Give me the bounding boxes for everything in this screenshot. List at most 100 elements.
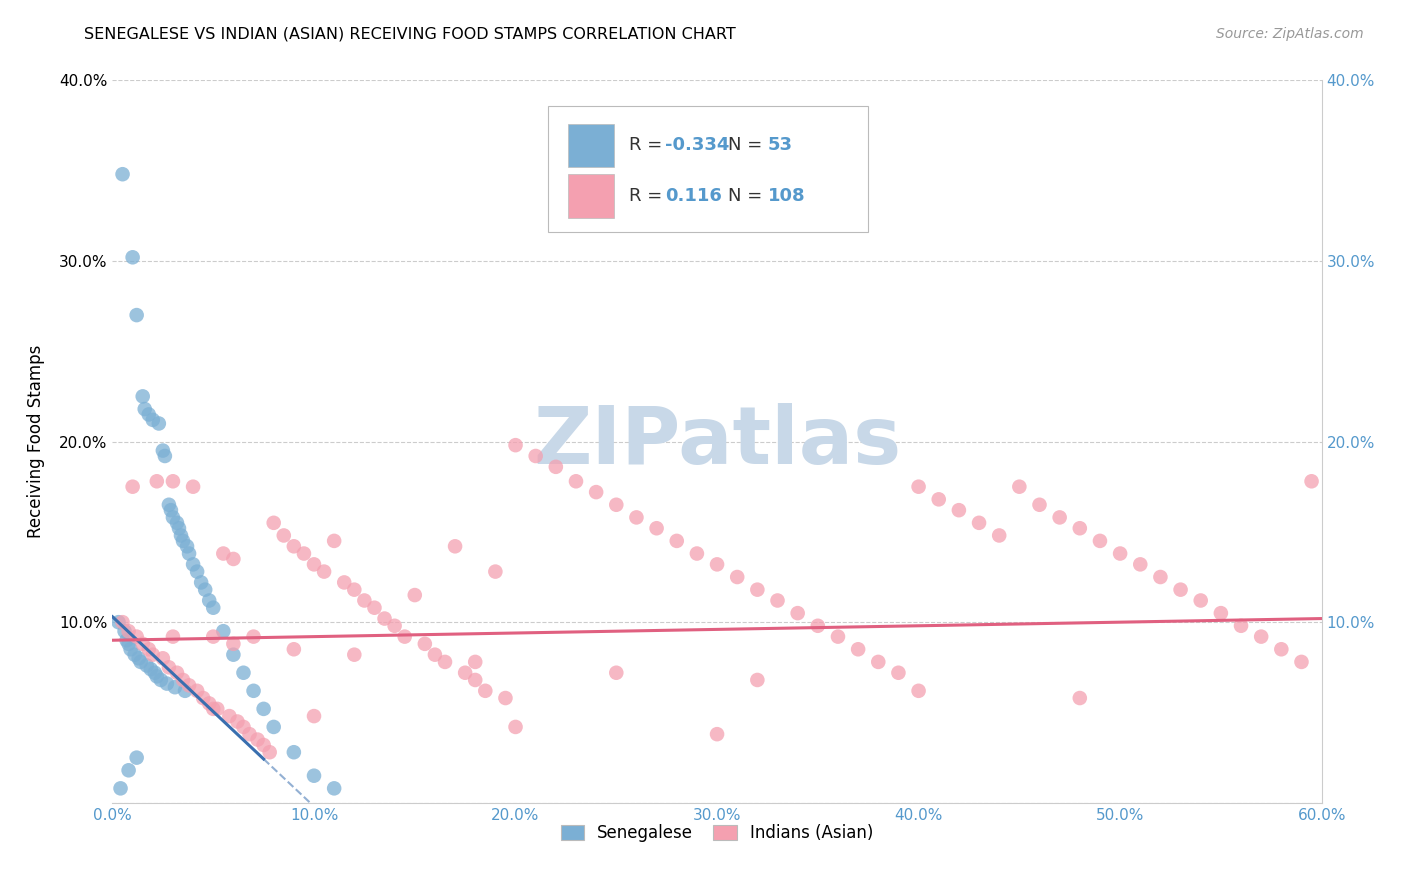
Point	[1008, 480, 1031, 494]
Point	[505, 720, 527, 734]
Point	[988, 528, 1011, 542]
Point	[143, 665, 166, 680]
Text: 53: 53	[768, 136, 793, 154]
Point	[1209, 606, 1232, 620]
Point	[172, 673, 194, 687]
Point	[129, 655, 152, 669]
Point	[766, 593, 789, 607]
Point	[157, 660, 180, 674]
Point	[394, 630, 416, 644]
Point	[125, 630, 148, 644]
Point	[218, 709, 240, 723]
Point	[353, 593, 375, 607]
Point	[524, 449, 547, 463]
Point	[343, 648, 366, 662]
Point	[292, 547, 315, 561]
Point	[565, 475, 588, 489]
Point	[242, 630, 264, 644]
Point	[626, 510, 648, 524]
Point	[226, 714, 249, 729]
Point	[124, 648, 146, 662]
Point	[1069, 691, 1091, 706]
Point	[283, 745, 305, 759]
Point	[343, 582, 366, 597]
Text: Source: ZipAtlas.com: Source: ZipAtlas.com	[1216, 27, 1364, 41]
Point	[212, 547, 235, 561]
Point	[177, 678, 200, 692]
Point	[259, 745, 281, 759]
Point	[374, 611, 396, 625]
Point	[138, 642, 160, 657]
Point	[146, 669, 169, 683]
Point	[160, 503, 183, 517]
Point	[128, 651, 150, 665]
Text: R =: R =	[628, 187, 668, 205]
Point	[1049, 510, 1071, 524]
Point	[167, 521, 190, 535]
Point	[132, 389, 155, 403]
Point	[139, 662, 162, 676]
Point	[433, 655, 456, 669]
Point	[121, 480, 143, 494]
Text: SENEGALESE VS INDIAN (ASIAN) RECEIVING FOOD STAMPS CORRELATION CHART: SENEGALESE VS INDIAN (ASIAN) RECEIVING F…	[84, 27, 737, 42]
Point	[544, 459, 567, 474]
Point	[474, 683, 496, 698]
Point	[232, 665, 254, 680]
Point	[181, 480, 204, 494]
Point	[163, 680, 186, 694]
Point	[111, 167, 134, 181]
Point	[177, 547, 200, 561]
Point	[495, 691, 517, 706]
Point	[191, 691, 214, 706]
Point	[134, 402, 156, 417]
Point	[162, 630, 184, 644]
Point	[1109, 547, 1132, 561]
Point	[1129, 558, 1152, 572]
Point	[413, 637, 436, 651]
Point	[1230, 619, 1253, 633]
Point	[110, 781, 132, 796]
Point	[157, 498, 180, 512]
Point	[142, 413, 165, 427]
Point	[725, 570, 748, 584]
Text: R =: R =	[628, 136, 668, 154]
Point	[135, 658, 157, 673]
Point	[505, 438, 527, 452]
Text: ZIPatlas: ZIPatlas	[533, 402, 901, 481]
Point	[190, 575, 212, 590]
Point	[706, 558, 728, 572]
Point	[605, 665, 627, 680]
Point	[117, 764, 139, 778]
FancyBboxPatch shape	[568, 124, 614, 167]
Point	[645, 521, 668, 535]
Point	[125, 308, 148, 322]
Point	[152, 443, 174, 458]
Point	[323, 533, 346, 548]
Point	[948, 503, 970, 517]
Point	[786, 606, 808, 620]
Point	[176, 539, 198, 553]
Point	[827, 630, 849, 644]
Point	[222, 637, 245, 651]
Point	[222, 552, 245, 566]
Point	[423, 648, 446, 662]
Point	[212, 624, 235, 639]
Point	[174, 683, 197, 698]
Point	[114, 624, 136, 639]
Point	[302, 709, 325, 723]
Point	[464, 655, 486, 669]
Text: N =: N =	[728, 187, 768, 205]
Point	[253, 702, 276, 716]
Text: N =: N =	[728, 136, 768, 154]
Point	[125, 750, 148, 764]
Point	[194, 582, 217, 597]
Point	[138, 408, 160, 422]
Point	[246, 732, 269, 747]
Point	[232, 720, 254, 734]
Point	[868, 655, 890, 669]
Point	[166, 516, 188, 530]
Point	[747, 582, 769, 597]
Point	[181, 558, 204, 572]
FancyBboxPatch shape	[548, 105, 868, 232]
Point	[323, 781, 346, 796]
